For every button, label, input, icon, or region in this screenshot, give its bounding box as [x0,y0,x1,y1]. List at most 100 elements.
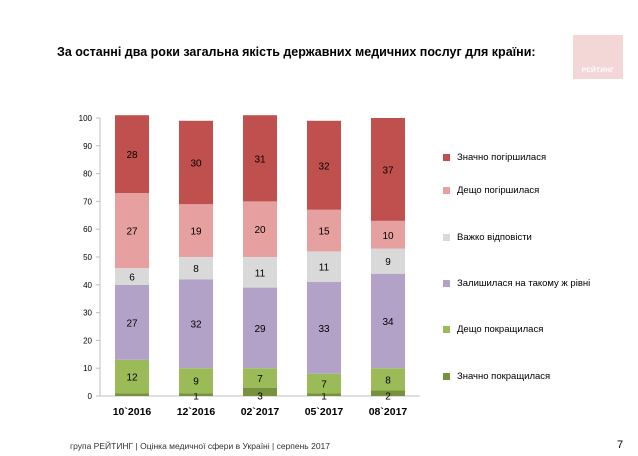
bar-segment [243,287,277,369]
bar-segment [115,284,149,360]
legend-item: Важко відповісти [443,230,532,244]
y-tick-label: 90 [83,142,92,151]
data-label: 29 [254,324,266,335]
data-label: 28 [126,150,138,161]
y-tick-label: 0 [88,392,93,401]
data-label: 8 [193,264,199,275]
data-label: 12 [126,373,138,384]
bar-segment [371,220,405,249]
bar-segment [371,118,405,221]
x-tick-label: 02`2017 [241,406,280,418]
x-tick-label: 12`2016 [177,406,216,418]
bar-segment [243,387,277,396]
data-label: 27 [126,318,138,329]
footer-text: група РЕЙТИНГ | Оцінка медичної сфери в … [70,441,330,451]
legend-swatch [443,233,450,241]
bar-segment [115,393,149,396]
data-label: 11 [255,268,266,279]
legend-swatch [443,153,450,161]
bar-segment [243,201,277,257]
legend-label: Дещо покращилася [457,323,544,335]
data-label: 31 [254,154,266,165]
bar-segment [243,368,277,388]
data-label: 8 [385,375,391,386]
data-label: 32 [190,320,202,331]
bar-segment [371,248,405,274]
bar-segment [307,282,341,374]
bar-segment [243,257,277,288]
data-label: 30 [190,158,202,169]
bar-segment [307,251,341,283]
legend-swatch [443,279,450,287]
bar-segment [307,373,341,394]
bar-segment [115,193,149,269]
legend-label: Залишилася на такому ж рівні [457,277,591,289]
data-label: 27 [126,227,138,238]
data-label: 33 [318,324,330,335]
data-label: 9 [193,377,199,388]
data-label: 32 [318,161,330,172]
page-number: 7 [617,439,624,451]
logo-text: РЕЙТИНГ [581,67,615,74]
stacked-bar-chart: 010203040506070809010012276272810`201619… [79,114,420,418]
bar-segment [115,268,149,285]
data-label: 37 [382,165,394,176]
bar-segment [179,393,213,396]
bar-segment [243,115,277,202]
bar-segment [307,393,341,396]
bar-segment [307,209,341,252]
y-tick-label: 70 [83,197,92,206]
y-tick-label: 60 [83,225,92,234]
data-label: 19 [190,227,202,238]
legend-swatch [443,325,450,333]
bar-segment [115,359,149,394]
legend-swatch [443,372,450,380]
data-label: 9 [385,257,391,268]
bar-segment [179,204,213,257]
legend-item: Дещо покращилася [443,322,543,336]
x-tick-label: 08`2017 [369,406,408,418]
data-label: 11 [319,263,330,274]
data-label: 7 [257,374,263,385]
data-label: 7 [321,379,327,390]
data-label: 1 [321,392,327,403]
bar-segment [307,120,341,210]
bar-segment [179,257,213,280]
bar-segment [179,368,213,394]
legend-label: Дещо погіршилася [457,184,540,196]
bar-segment [115,115,149,194]
legend-item: Залишилася на такому ж рівні [443,276,590,290]
y-tick-label: 20 [83,336,92,345]
legend-item: Значно погіршилася [443,150,546,164]
rating-logo: РЕЙТИНГ [573,35,623,79]
data-label: 10 [382,231,394,242]
x-tick-label: 05`2017 [305,406,344,418]
bar-segment [179,279,213,369]
legend-label: Значно погіршилася [457,151,547,163]
page-title: За останні два роки загальна якість держ… [57,45,536,59]
y-tick-label: 40 [83,281,92,290]
legend-item: Значно покращилася [443,369,550,383]
bar-segment [371,368,405,391]
data-label: 2 [385,392,391,403]
y-tick-label: 50 [83,253,92,262]
data-label: 15 [318,227,330,238]
data-label: 34 [382,317,394,328]
bar-segment [371,390,405,396]
legend-item: Дещо погіршилася [443,183,539,197]
y-tick-label: 80 [83,170,92,179]
legend-label: Значно покращилася [457,370,551,382]
data-label: 1 [193,392,199,403]
bar-segment [371,273,405,369]
x-tick-label: 10`2016 [113,406,152,418]
y-tick-label: 30 [83,309,92,318]
y-tick-label: 100 [79,114,93,123]
data-label: 6 [129,272,135,283]
chart-legend: Значно погіршилася Дещо погіршилася Важко … [443,0,633,456]
bar-segment [179,120,213,205]
legend-label: Важко відповісти [457,231,532,243]
legend-swatch [443,186,450,194]
data-label: 20 [254,225,266,236]
y-tick-label: 10 [83,364,92,373]
data-label: 3 [257,392,263,403]
